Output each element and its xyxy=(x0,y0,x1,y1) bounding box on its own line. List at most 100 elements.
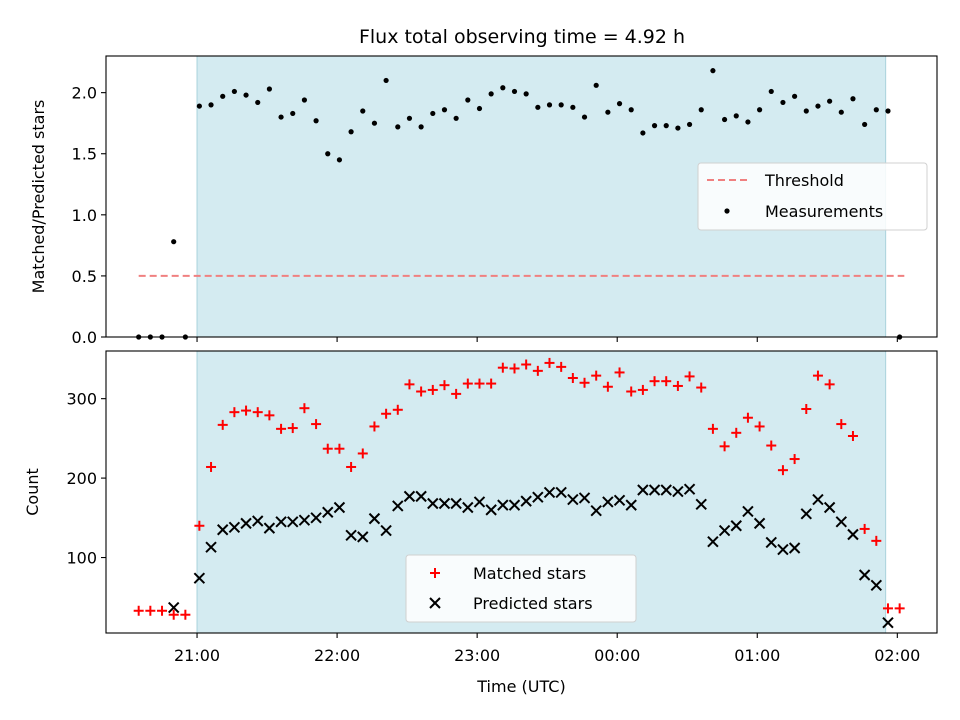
matched-star-point xyxy=(264,410,275,421)
time-x-axis-label: Time (UTC) xyxy=(476,677,565,696)
measurement-point xyxy=(873,107,879,113)
predicted-star-point xyxy=(590,504,602,517)
predicted-star-point xyxy=(683,483,696,495)
predicted-star-point xyxy=(263,522,276,534)
matched-star-point xyxy=(672,380,683,391)
matched-star-point xyxy=(462,378,473,389)
ratio-panel: 0.00.51.01.52.0 Matched/Predicted stars … xyxy=(29,55,938,347)
measurement-point xyxy=(220,93,226,99)
matched-star-point xyxy=(194,520,205,531)
matched-star-point xyxy=(567,373,578,384)
matched-star-point xyxy=(427,384,438,395)
measurement-point xyxy=(395,124,401,130)
measurement-point xyxy=(768,88,774,95)
matched-star-point xyxy=(133,605,144,616)
matched-star-point xyxy=(474,378,485,389)
matched-star-point xyxy=(894,603,905,614)
measurement-point xyxy=(336,157,343,163)
matched-star-point xyxy=(299,403,310,414)
predicted-star-point xyxy=(310,512,322,524)
matched-star-point xyxy=(369,421,380,432)
time-x-axis: 21:00 22:00 23:00 00:00 01:00 02:00 xyxy=(174,633,920,665)
predicted-star-point xyxy=(567,493,579,506)
predicted-star-point xyxy=(823,501,836,514)
predicted-star-point xyxy=(742,505,754,518)
measurements-legend-label: Measurements xyxy=(765,202,883,221)
measurement-point xyxy=(313,118,319,124)
measurement-point xyxy=(616,101,623,107)
matched-star-point xyxy=(602,381,613,392)
measurement-point xyxy=(348,129,354,135)
matched-star-point xyxy=(789,454,800,465)
measurement-point xyxy=(570,104,576,110)
predicted-star-point xyxy=(543,486,556,499)
predicted-star-point xyxy=(672,485,684,498)
predicted-star-point xyxy=(473,496,486,508)
matched-star-point xyxy=(847,430,858,441)
matched-star-point xyxy=(276,423,287,434)
predicted-star-point xyxy=(578,492,591,504)
predicted-star-point xyxy=(380,524,392,537)
ratio-legend: Threshold Measurements xyxy=(697,162,928,231)
ratio-y-axis-label: Matched/Predicted stars xyxy=(29,100,48,294)
matched-star-point xyxy=(217,419,228,430)
measurement-point xyxy=(208,102,214,108)
matched-star-point xyxy=(392,404,403,415)
matched-star-point xyxy=(696,382,707,393)
matched-legend-swatch xyxy=(430,568,440,578)
matched-star-point xyxy=(637,384,648,395)
predicted-star-point xyxy=(415,490,427,503)
predicted-star-point xyxy=(648,484,661,496)
matched-star-point xyxy=(882,603,893,614)
measurement-point xyxy=(581,114,588,120)
predicted-star-point xyxy=(357,531,369,543)
predicted-star-point xyxy=(858,569,871,581)
matched-star-point xyxy=(311,419,322,430)
matched-star-point xyxy=(859,523,870,534)
predicted-star-point xyxy=(555,486,567,499)
predicted-star-point xyxy=(660,484,672,496)
matched-star-point xyxy=(544,357,555,368)
matched-star-point xyxy=(229,407,240,418)
matched-star-point xyxy=(509,363,520,374)
measurement-point xyxy=(231,88,237,95)
legend-frame xyxy=(405,554,637,623)
matched-star-point xyxy=(451,388,462,399)
measurement-point xyxy=(792,93,798,99)
predicted-star-point xyxy=(788,542,801,554)
count-legend: Matched stars Predicted stars xyxy=(405,554,637,623)
count-y-tick-label: 200 xyxy=(66,469,97,488)
predicted-star-point xyxy=(520,495,532,507)
measurements-legend-swatch xyxy=(724,208,730,214)
matched-star-point xyxy=(836,419,847,430)
count-y-axis: 100 200 300 xyxy=(66,390,106,568)
matched-star-point xyxy=(626,386,637,397)
measurement-point xyxy=(628,107,634,113)
predicted-star-point xyxy=(870,579,883,592)
measurement-point xyxy=(885,108,891,114)
threshold-legend-label: Threshold xyxy=(764,171,844,190)
matched-star-point xyxy=(168,609,179,620)
measurement-point xyxy=(488,91,494,97)
predicted-star-point xyxy=(403,490,416,503)
predicted-star-point xyxy=(368,512,381,525)
time-tick-label: 01:00 xyxy=(734,646,780,665)
predicted-star-point xyxy=(753,517,766,530)
predicted-star-point xyxy=(730,520,742,532)
measurement-point xyxy=(710,68,716,74)
predicted-star-point xyxy=(800,508,812,520)
matched-star-point xyxy=(661,376,672,387)
matched-star-point xyxy=(416,386,427,397)
legend-frame xyxy=(697,162,928,231)
measurement-point xyxy=(360,108,366,114)
predicted-star-point xyxy=(252,515,264,527)
ratio-y-tick-label: 1.5 xyxy=(72,145,97,164)
count-y-axis-label: Count xyxy=(23,468,42,516)
predicted-star-point xyxy=(613,494,626,507)
measurement-point xyxy=(686,121,693,128)
predicted-star-point xyxy=(847,528,859,541)
measurement-point xyxy=(406,115,413,121)
predicted-star-point xyxy=(427,497,439,510)
measurement-point xyxy=(171,239,177,245)
matched-star-point xyxy=(157,605,168,616)
